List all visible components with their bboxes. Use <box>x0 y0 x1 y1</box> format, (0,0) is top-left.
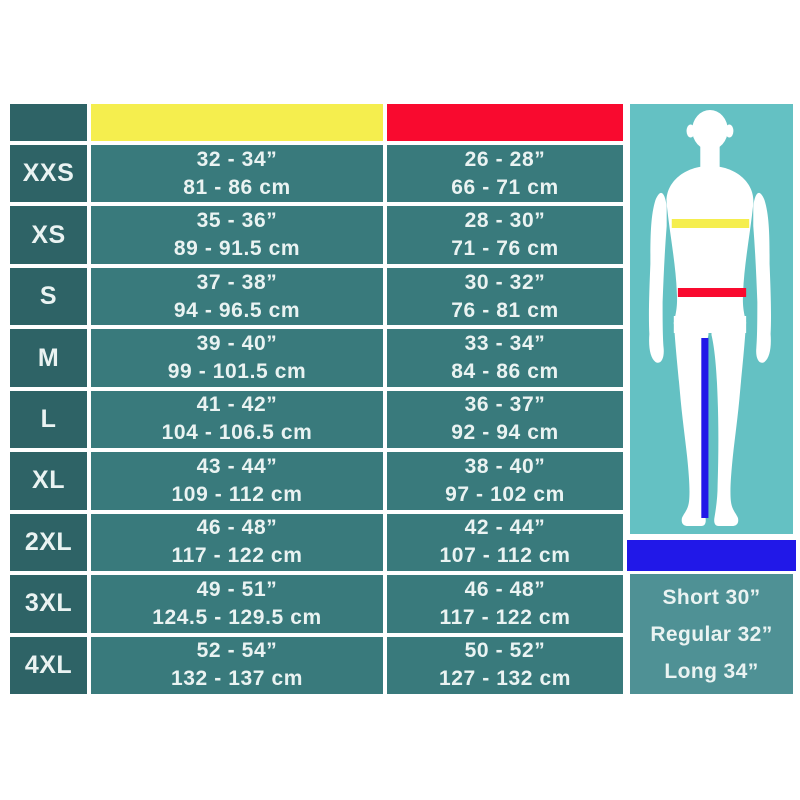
size-chart-table: XXS 32 - 34” 81 - 86 cm 26 - 28” 66 - 71 cm X… <box>10 104 623 694</box>
chest-range-cell: 39 - 40” 99 - 101.5 cm <box>91 329 383 387</box>
waist-inches-value: 46 - 48” <box>464 577 546 601</box>
chest-inches-value: 49 - 51” <box>196 577 278 601</box>
waist-cm-value: 127 - 132 cm <box>438 667 572 691</box>
chest-inches-value: 39 - 40” <box>196 332 278 356</box>
waist-cm-value: 117 - 122 cm <box>439 605 571 629</box>
chest-cm-value: 117 - 122 cm <box>171 544 303 568</box>
chest-cm-value: 81 - 86 cm <box>183 175 291 199</box>
chest-cm-value: 109 - 112 cm <box>171 482 303 506</box>
chest-range-cell: 37 - 38” 94 - 96.5 cm <box>91 267 383 326</box>
torso-shape <box>666 166 754 324</box>
neck-shape <box>700 140 720 170</box>
chest-range-cell: 35 - 36” 89 - 91.5 cm <box>91 206 383 264</box>
waist-cm-value: 71 - 76 cm <box>451 237 559 261</box>
chest-range-cell: 43 - 44” 109 - 112 cm <box>91 452 383 510</box>
size-label: XL <box>10 452 87 510</box>
chest-cm-value: 94 - 96.5 cm <box>173 298 301 322</box>
size-label: M <box>10 329 87 387</box>
waist-inches-value: 26 - 28” <box>464 147 546 171</box>
body-silhouette <box>648 110 772 526</box>
body-silhouette-figure <box>648 110 772 526</box>
chest-inches-value: 32 - 34” <box>196 147 278 171</box>
waist-range-cell: 50 - 52” 127 - 132 cm <box>387 636 623 694</box>
left-arm-shape <box>648 192 667 363</box>
waist-inches-value: 28 - 30” <box>464 209 546 233</box>
waist-range-cell: 26 - 28” 66 - 71 cm <box>387 145 623 203</box>
waist-range-cell: 42 - 44” 107 - 112 cm <box>387 513 623 572</box>
waist-measure-line <box>677 288 747 297</box>
chest-range-cell: 46 - 48” 117 - 122 cm <box>91 513 383 572</box>
chest-range-cell: 52 - 54” 132 - 137 cm <box>91 636 383 694</box>
waist-range-cell: 36 - 37” 92 - 94 cm <box>387 390 623 449</box>
waist-cm-value: 84 - 86 cm <box>451 360 559 384</box>
measurement-figure-panel <box>630 104 793 534</box>
size-label: XXS <box>10 145 87 203</box>
waist-inches-value: 33 - 34” <box>464 332 546 356</box>
size-label: XS <box>10 206 87 264</box>
waist-inches-value: 38 - 40” <box>464 454 546 478</box>
size-label: L <box>10 390 87 449</box>
leg-length-regular: Regular 32” <box>650 622 773 646</box>
chest-inches-value: 41 - 42” <box>196 393 278 417</box>
waist-range-cell: 28 - 30” 71 - 76 cm <box>387 206 623 264</box>
left-leg-shape <box>673 322 709 526</box>
waist-range-cell: 46 - 48” 117 - 122 cm <box>387 575 623 633</box>
right-leg-shape <box>711 322 747 526</box>
waist-cm-value: 66 - 71 cm <box>451 175 559 199</box>
chest-inches-value: 46 - 48” <box>196 516 278 540</box>
leg-length-panel: Short 30” Regular 32” Long 34” <box>630 574 793 694</box>
waist-inches-value: 42 - 44” <box>464 516 546 540</box>
chest-measure-line <box>671 219 750 228</box>
chest-cm-value: 104 - 106.5 cm <box>161 421 313 445</box>
waist-inches-value: 50 - 52” <box>464 639 546 663</box>
waist-inches-value: 36 - 37” <box>464 393 546 417</box>
inseam-legend-bar <box>627 540 796 571</box>
waist-range-cell: 30 - 32” 76 - 81 cm <box>387 267 623 326</box>
waist-cm-value: 92 - 94 cm <box>451 421 559 445</box>
size-label: 2XL <box>10 513 87 572</box>
chest-cm-value: 132 - 137 cm <box>170 667 304 691</box>
right-arm-shape <box>753 192 772 363</box>
table-corner-cell <box>10 104 87 141</box>
inseam-measure-line <box>701 338 709 518</box>
chest-range-cell: 41 - 42” 104 - 106.5 cm <box>91 390 383 449</box>
chest-inches-value: 37 - 38” <box>196 270 278 294</box>
size-label: S <box>10 267 87 326</box>
waist-inches-value: 30 - 32” <box>464 270 546 294</box>
waist-range-cell: 38 - 40” 97 - 102 cm <box>387 452 623 510</box>
waist-cm-value: 107 - 112 cm <box>439 544 571 568</box>
chest-cm-value: 89 - 91.5 cm <box>173 237 301 261</box>
chest-inches-value: 52 - 54” <box>196 639 278 663</box>
chest-column-header <box>91 104 383 141</box>
waist-range-cell: 33 - 34” 84 - 86 cm <box>387 329 623 387</box>
chest-inches-value: 35 - 36” <box>196 209 278 233</box>
leg-length-short: Short 30” <box>662 585 761 609</box>
size-label: 3XL <box>10 575 87 633</box>
chest-range-cell: 32 - 34” 81 - 86 cm <box>91 145 383 203</box>
chest-cm-value: 124.5 - 129.5 cm <box>152 605 322 629</box>
leg-length-long: Long 34” <box>664 659 759 683</box>
chest-range-cell: 49 - 51” 124.5 - 129.5 cm <box>91 575 383 633</box>
size-label: 4XL <box>10 636 87 694</box>
chest-inches-value: 43 - 44” <box>196 454 278 478</box>
waist-cm-value: 97 - 102 cm <box>445 482 565 506</box>
chest-cm-value: 99 - 101.5 cm <box>167 360 307 384</box>
waist-column-header <box>387 104 623 141</box>
waist-cm-value: 76 - 81 cm <box>451 298 559 322</box>
